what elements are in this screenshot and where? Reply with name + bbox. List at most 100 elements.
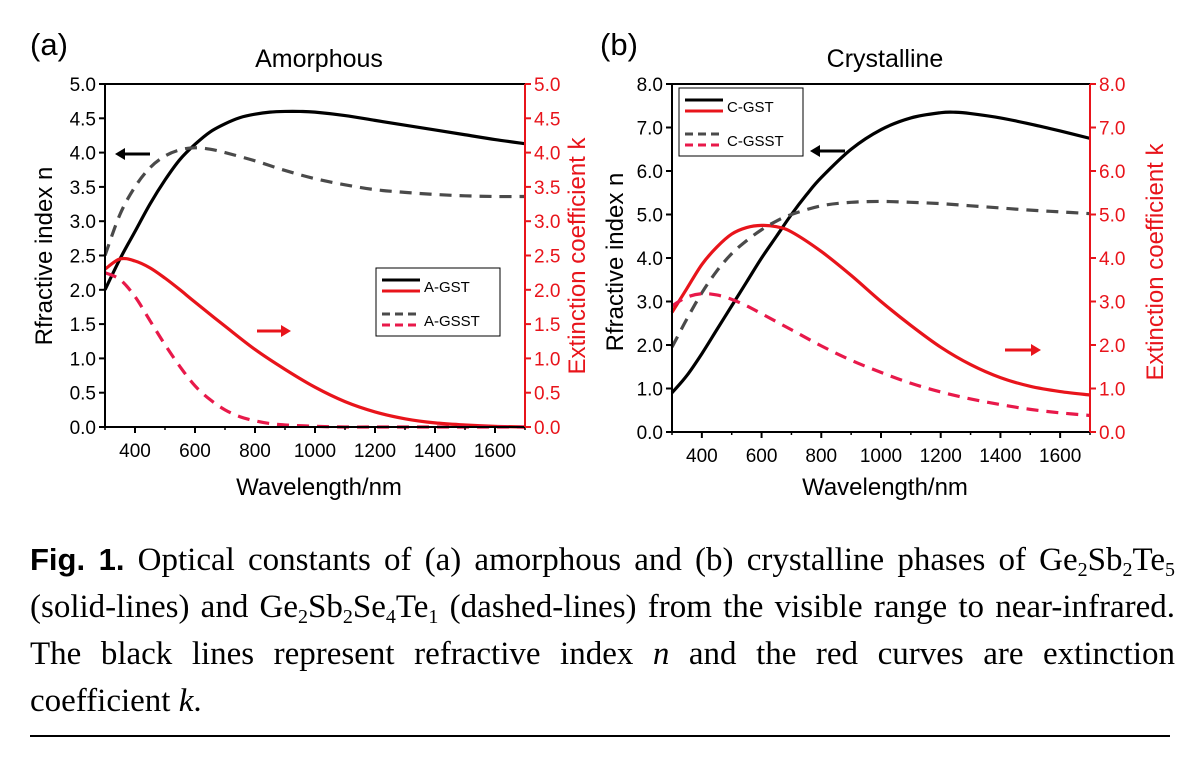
x-tick-label: 1400 (414, 441, 456, 462)
chart-title-a: Amorphous (255, 45, 383, 73)
y-right-tick-label: 2.0 (1099, 336, 1125, 357)
y-right-tick-label: 2.5 (534, 247, 560, 268)
formula-gsst-sub4: 1 (428, 606, 439, 628)
formula-gsst-el2: Sb (308, 589, 343, 625)
y-right-tick-label: 4.0 (534, 144, 560, 165)
formula-gst-sub1: 2 (1077, 559, 1088, 581)
formula-gsst: Ge2Sb2Se4Te1 (259, 589, 439, 628)
caption-text-1: Optical constants of (a) amorphous and (… (124, 542, 1040, 578)
caption-text-2: (solid-lines) and (30, 589, 260, 625)
y-right-tick-label: 0.0 (534, 418, 560, 439)
y-left-tick-label: 5.0 (637, 206, 663, 227)
y-left-tick-label: 1.5 (70, 315, 96, 336)
caption-text-4: and the red curves are extinction coeffi… (30, 636, 1175, 719)
y-right-tick-label: 8.0 (1099, 75, 1125, 96)
x-tick-label: 1200 (920, 446, 962, 467)
arrow-k-b (1005, 344, 1041, 356)
x-tick-label: 600 (746, 446, 778, 467)
x-tick-label: 1000 (860, 446, 902, 467)
y-left-tick-label: 5.0 (70, 75, 96, 96)
x-tick-label: 800 (805, 446, 837, 467)
y-left-tick-label: 4.0 (70, 144, 96, 165)
y-left-tick-label: 2.5 (70, 247, 96, 268)
formula-gsst-el1: Ge (259, 589, 299, 625)
y-right-tick-label: 1.5 (534, 315, 560, 336)
y-right-tick-label: 4.5 (534, 109, 560, 130)
caption-symbol-n: n (652, 636, 670, 672)
y-right-tick-label: 0.5 (534, 384, 560, 405)
plot-area-b: 400 600 800 1000 1200 1400 1600 0.0 1.0 2.0 3.0 4.0… (637, 75, 1126, 467)
y-left-tick-label: 1.0 (70, 349, 96, 370)
legend-label-c-gsst: C-GSST (727, 133, 784, 150)
formula-gst-el2: Sb (1087, 542, 1123, 578)
panel-b-crystalline: (b) Crystalline Rfractive index n Extinc… (600, 27, 1169, 501)
x-tick-label: 1600 (1039, 446, 1081, 467)
formula-gst-sub2: 2 (1122, 559, 1133, 581)
series-a-a-gsst-n-line (103, 146, 526, 257)
arrow-k-a-head (281, 325, 291, 337)
chart-title-b: Crystalline (827, 45, 944, 73)
x-label-a: Wavelength/nm (236, 474, 402, 501)
legend-label-a-gsst: A-GSST (424, 313, 480, 330)
x-tick-label: 600 (179, 441, 211, 462)
y-label-right-a: Extinction coefficient k (564, 136, 591, 374)
y-right-tick-label: 1.0 (534, 349, 560, 370)
arrow-n-b (810, 145, 845, 157)
y-left-tick-label: 3.0 (637, 293, 663, 314)
caption-text-3: (dashed-lines) from the visible range to… (30, 589, 1175, 672)
x-tick-label: 1400 (979, 446, 1021, 467)
y-left-tick-label: 0.5 (70, 384, 96, 405)
arrow-n-a (115, 148, 150, 160)
x-tick-label: 400 (686, 446, 718, 467)
panel-label-a: (a) (30, 27, 68, 62)
formula-gst-el1: Ge (1039, 542, 1078, 578)
y-left-tick-label: 0.0 (637, 423, 663, 444)
arrow-k-b-head (1031, 344, 1041, 356)
y-right-tick-label: 6.0 (1099, 162, 1125, 183)
legend-a: A-GST A-GSST (375, 267, 501, 337)
y-right-tick-label: 4.0 (1099, 249, 1125, 270)
y-right-tick-label: 0.0 (1099, 423, 1125, 444)
legend-label-c-gst: C-GST (727, 99, 774, 116)
y-right-tick-label: 1.0 (1099, 380, 1125, 401)
y-left-tick-label: 8.0 (637, 75, 663, 96)
y-label-left-b: Rfractive index n (602, 173, 629, 352)
arrow-k-a (257, 325, 291, 337)
y-left-tick-label: 3.5 (70, 178, 96, 199)
y-right-tick-label: 3.5 (534, 178, 560, 199)
caption-text-5: . (193, 683, 202, 719)
arrow-n-a-head (115, 148, 125, 160)
formula-gst-sub3: 5 (1165, 559, 1175, 581)
formula-gst: Ge2Sb2Te5 (1039, 542, 1175, 581)
y-right-tick-label: 3.0 (1099, 293, 1125, 314)
x-tick-label: 800 (239, 441, 271, 462)
formula-gsst-sub3: 4 (385, 606, 396, 628)
x-tick-label: 1200 (354, 441, 396, 462)
series-a-a-gst-k-line (104, 256, 526, 429)
series-b-c-gsst-k-line (671, 291, 1091, 418)
series-b-c-gsst-n-line (670, 199, 1091, 348)
x-tick-label: 1600 (474, 441, 516, 462)
figure-caption: Fig. 1. Optical constants of (a) amorpho… (30, 536, 1175, 725)
x-tick-label: 400 (119, 441, 151, 462)
series-b-c-gst-n-line (670, 110, 1091, 394)
y-right-tick-label: 3.0 (534, 212, 560, 233)
x-tick-label: 1000 (294, 441, 336, 462)
panel-a-amorphous: (a) Amorphous Rfractive index n Extincti… (30, 27, 591, 501)
y-left-tick-label: 6.0 (637, 162, 663, 183)
y-right-tick-label: 5.0 (534, 75, 560, 96)
caption-symbol-k: k (178, 683, 194, 719)
y-left-tick-label: 7.0 (637, 119, 663, 140)
y-left-tick-label: 1.0 (637, 380, 663, 401)
formula-gsst-sub2: 2 (342, 606, 353, 628)
arrow-n-b-head (810, 145, 820, 157)
legend-b: C-GST C-GSST (678, 87, 804, 157)
y-right-tick-label: 7.0 (1099, 119, 1125, 140)
y-left-tick-label: 2.0 (70, 281, 96, 302)
y-left-tick-label: 2.0 (637, 336, 663, 357)
y-label-right-b: Extinction coefficient k (1142, 142, 1169, 380)
caption-divider (30, 735, 1170, 737)
series-a-a-gst-n-line (103, 109, 526, 291)
formula-gsst-sub1: 2 (298, 606, 309, 628)
